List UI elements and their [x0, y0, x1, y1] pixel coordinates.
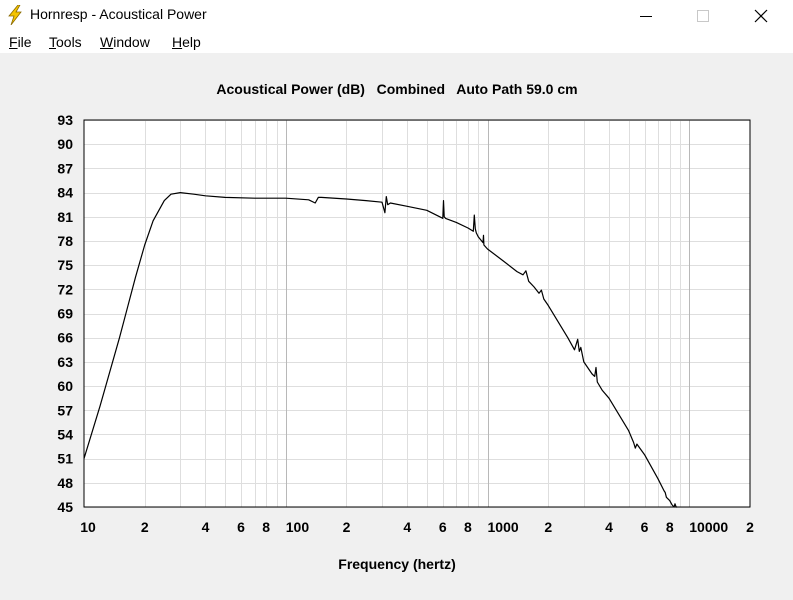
menu-bar: File Tools Window Help: [0, 31, 793, 53]
minimize-button[interactable]: [623, 0, 669, 31]
plot-border: [83, 119, 751, 508]
x-tick-label: 2: [343, 519, 351, 535]
x-tick-label: 6: [641, 519, 649, 535]
lightning-bolt-app-icon: [8, 5, 22, 25]
y-tick-label: 45: [57, 499, 73, 515]
plot-area: [83, 119, 751, 508]
x-axis-label: Frequency (hertz): [338, 556, 455, 572]
maximize-icon: [697, 9, 709, 22]
x-tick-label: 8: [666, 519, 674, 535]
x-tick-label: 8: [464, 519, 472, 535]
series-layer: [83, 192, 678, 508]
minimize-icon: [640, 15, 652, 17]
window-title: Hornresp - Acoustical Power: [30, 6, 207, 22]
menu-tools[interactable]: Tools: [49, 34, 82, 50]
y-tick-label: 72: [57, 281, 73, 297]
chart-title: Acoustical Power (dB) Combined Auto Path…: [216, 81, 577, 97]
x-tick-label: 10: [80, 519, 96, 535]
title-bar: Hornresp - Acoustical Power: [0, 0, 793, 31]
y-tick-label: 60: [57, 378, 73, 394]
menu-window[interactable]: Window: [100, 34, 150, 50]
x-tick-label: 4: [605, 519, 613, 535]
y-tick-label: 66: [57, 330, 73, 346]
chart-window-client: Acoustical Power (dB) Combined Auto Path…: [0, 53, 793, 595]
x-tick-label: 2: [746, 519, 754, 535]
y-tick-label: 63: [57, 354, 73, 370]
x-tick-label: 4: [403, 519, 411, 535]
y-tick-label: 69: [57, 306, 73, 322]
acoustical-power-chart: Acoustical Power (dB) Combined Auto Path…: [57, 81, 754, 572]
grid: [84, 120, 750, 508]
x-tick-label: 100: [286, 519, 310, 535]
y-tick-label: 51: [57, 451, 73, 467]
x-tick-label: 8: [262, 519, 270, 535]
x-tick-label: 6: [439, 519, 447, 535]
x-axis-ticks: 10 2 4 6 8 100 2 4 6 8 1000 2 4 6 8 10000 2: [80, 519, 754, 535]
x-tick-label: 10000: [689, 519, 728, 535]
close-icon: [754, 9, 768, 22]
y-tick-label: 54: [57, 426, 73, 442]
x-tick-label: 1000: [488, 519, 519, 535]
y-tick-label: 48: [57, 475, 73, 491]
y-tick-label: 90: [57, 136, 73, 152]
y-tick-label: 57: [57, 402, 73, 418]
y-tick-label: 93: [57, 112, 73, 128]
series-line-0: [83, 192, 678, 508]
y-tick-label: 84: [57, 185, 73, 201]
y-axis-ticks: 93 90 87 84 81 78 75 72 69 66 63 60 57 54 51 48 45: [57, 112, 73, 515]
maximize-button[interactable]: [680, 0, 726, 31]
menu-file[interactable]: File: [9, 34, 32, 50]
x-tick-label: 2: [544, 519, 552, 535]
x-tick-label: 4: [202, 519, 210, 535]
y-tick-label: 81: [57, 209, 73, 225]
y-tick-label: 75: [57, 257, 73, 273]
y-tick-label: 87: [57, 160, 73, 176]
y-tick-label: 78: [57, 233, 73, 249]
x-tick-label: 6: [237, 519, 245, 535]
close-button[interactable]: [738, 0, 784, 31]
x-tick-label: 2: [141, 519, 149, 535]
menu-help[interactable]: Help: [172, 34, 201, 50]
